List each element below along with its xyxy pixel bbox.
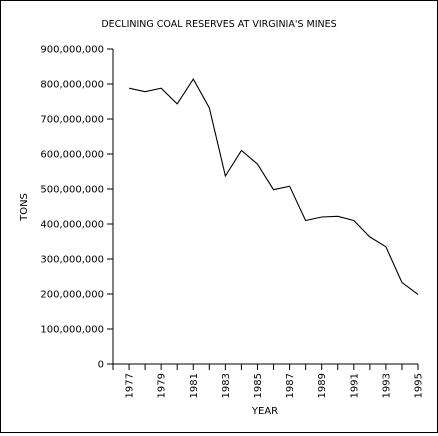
x-tick-label: 1995 bbox=[414, 373, 425, 398]
x-axis-label: YEAR bbox=[251, 406, 278, 417]
x-axis-tick-labels: 1977 1979 1981 1983 1985 1987 1989 1991 1993 1995 bbox=[125, 373, 425, 398]
x-tick-label: 1983 bbox=[221, 373, 232, 398]
y-tick-label: 300,000,000 bbox=[40, 255, 104, 266]
y-tick-label: 200,000,000 bbox=[40, 290, 104, 301]
series-line bbox=[128, 78, 419, 295]
x-tick-label: 1991 bbox=[349, 373, 360, 398]
x-axis-ticks bbox=[112, 364, 419, 370]
chart-title: DECLINING COAL RESERVES AT VIRGINIA'S MI… bbox=[101, 19, 336, 30]
x-tick-label: 1987 bbox=[285, 373, 296, 398]
x-tick-label: 1981 bbox=[189, 373, 200, 398]
y-tick-label: 500,000,000 bbox=[40, 185, 104, 196]
x-tick-label: 1977 bbox=[125, 373, 136, 398]
y-tick-label: 700,000,000 bbox=[40, 115, 104, 126]
x-tick-label: 1985 bbox=[253, 373, 264, 398]
y-tick-label: 800,000,000 bbox=[40, 80, 104, 91]
x-tick-label: 1989 bbox=[317, 373, 328, 398]
y-axis-label: TONS bbox=[19, 193, 30, 222]
y-tick-label: 100,000,000 bbox=[40, 325, 104, 336]
y-tick-label: 400,000,000 bbox=[40, 220, 104, 231]
x-tick-label: 1993 bbox=[381, 373, 392, 398]
x-tick-label: 1979 bbox=[157, 373, 168, 398]
series-layer bbox=[128, 78, 419, 295]
y-tick-label: 0 bbox=[98, 360, 104, 371]
y-tick-label: 600,000,000 bbox=[40, 150, 104, 161]
y-axis-tick-labels: 0 100,000,000 200,000,000 300,000,000 400,00… bbox=[40, 45, 104, 371]
y-tick-label: 900,000,000 bbox=[40, 45, 104, 56]
y-axis-ticks bbox=[107, 48, 113, 365]
plot-area: 1977 1979 1981 1983 1985 1987 1989 1991 1993 1995… bbox=[40, 45, 424, 399]
